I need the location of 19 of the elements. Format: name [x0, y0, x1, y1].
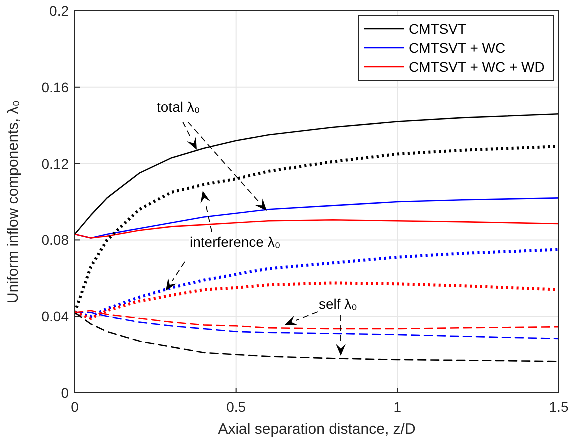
- annotation: self λ₀: [319, 296, 358, 312]
- y-tick-label: 0.12: [42, 156, 70, 172]
- x-axis-title: Axial separation distance, z/D: [218, 421, 416, 438]
- legend-label: CMTSVT + WC: [409, 40, 506, 56]
- legend-label: CMTSVT: [409, 21, 467, 37]
- x-tick-label: 0.5: [226, 399, 246, 415]
- annotation: interference λ₀: [190, 234, 281, 250]
- x-tick-label: 1.5: [549, 399, 569, 415]
- legend-label: CMTSVT + WC + WD: [409, 59, 545, 75]
- y-tick-label: 0: [61, 385, 70, 401]
- y-tick-label: 0.04: [42, 308, 70, 325]
- y-tick-label: 0.2: [50, 3, 70, 19]
- y-tick-label: 0.16: [42, 79, 70, 96]
- annotation: total λ₀: [157, 99, 200, 115]
- x-tick-label: 0: [71, 399, 80, 415]
- x-tick-label: 1: [394, 399, 402, 415]
- line-series: [75, 113, 559, 236]
- y-tick-label: 0.08: [42, 232, 70, 248]
- y-axis-title: Uniform inflow components, λ₀: [5, 100, 22, 304]
